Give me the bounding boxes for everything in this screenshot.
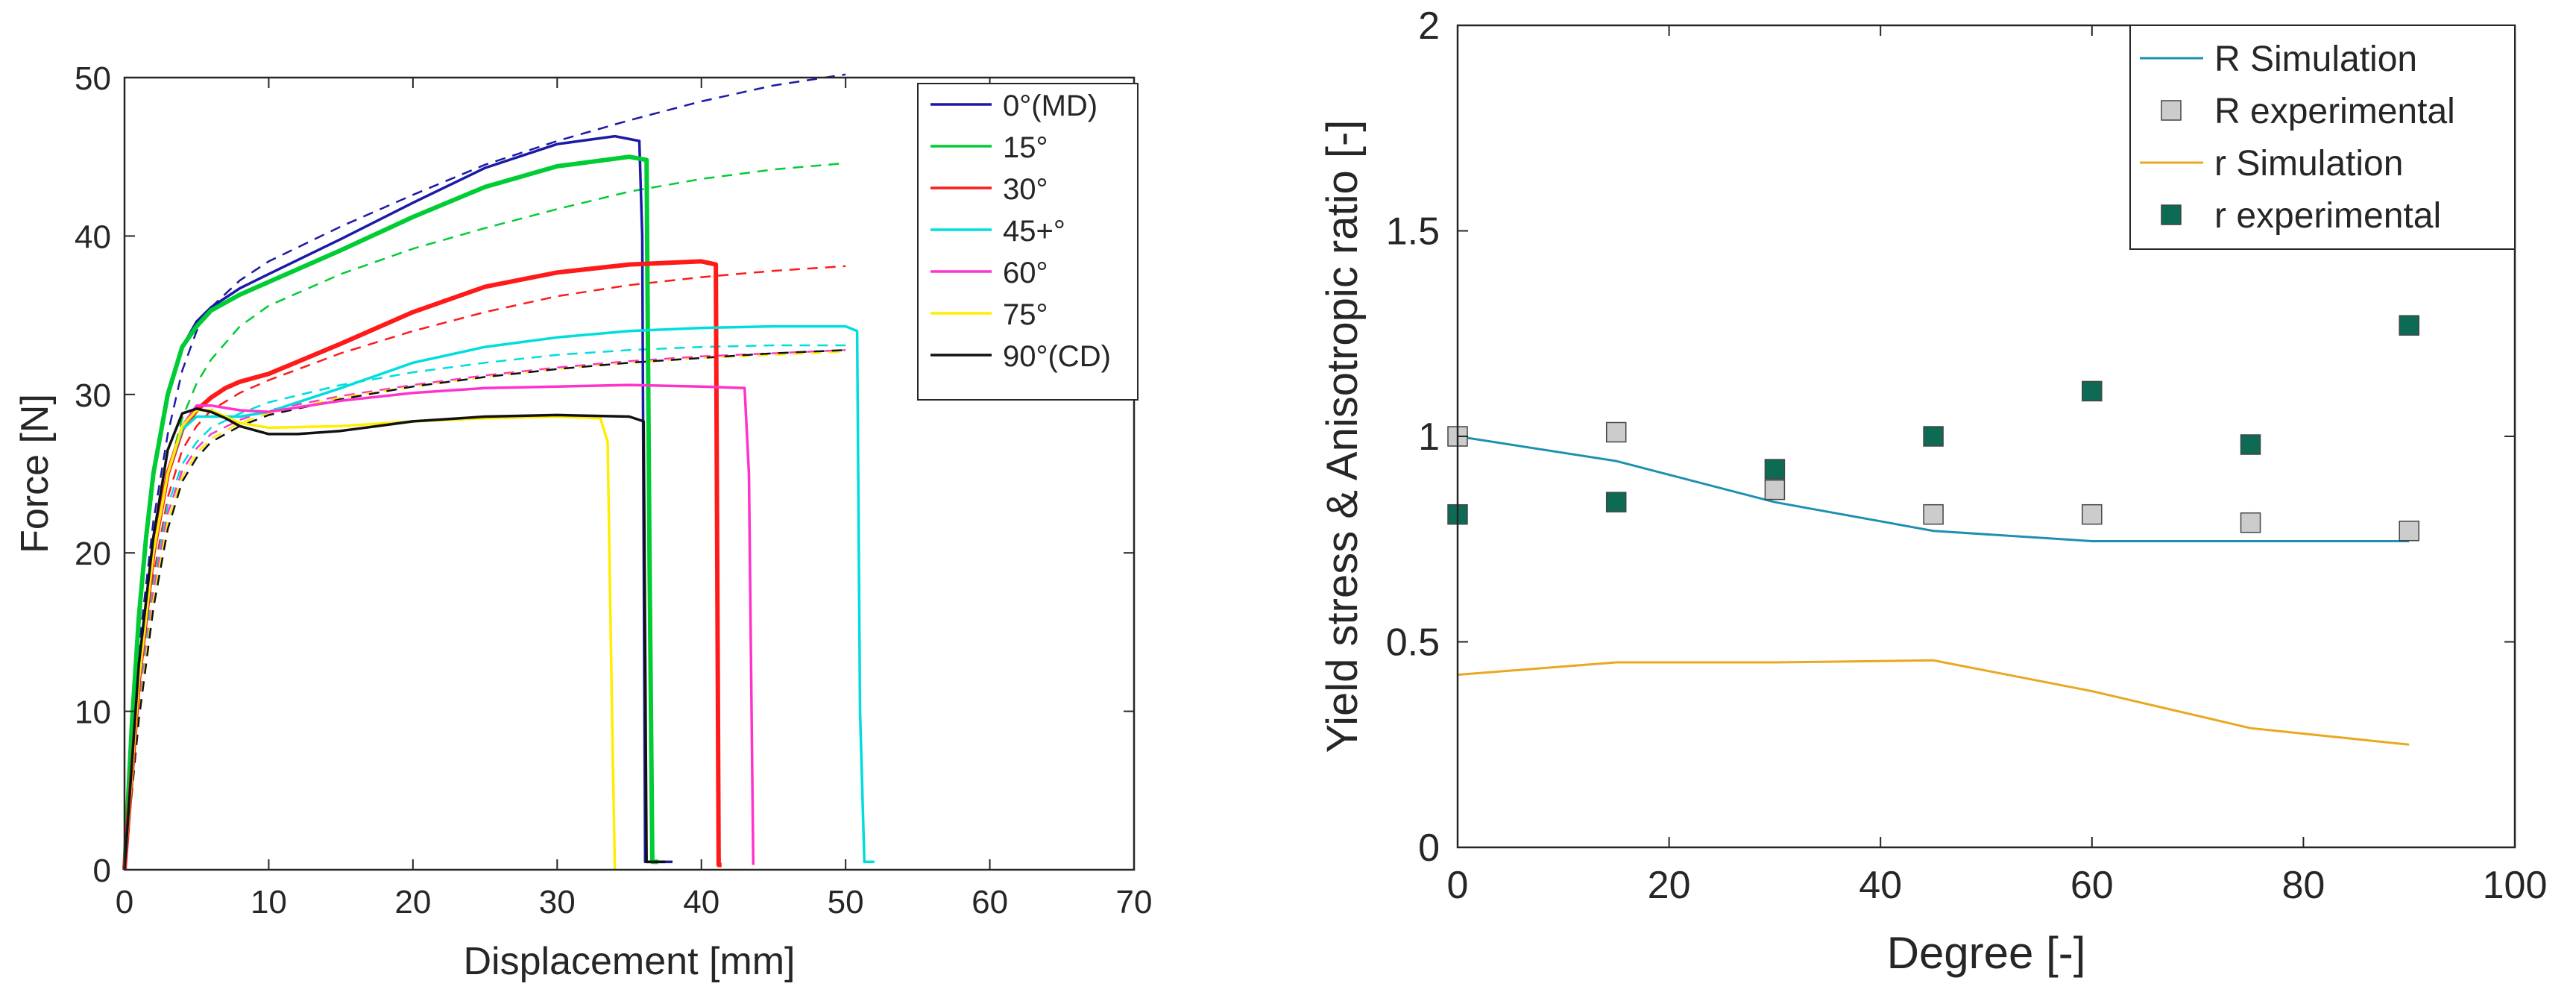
right-y-tick-label: 2: [1418, 4, 1440, 48]
right-marker-3: [2082, 380, 2103, 402]
right-y-axis-label: Yield stress & Anisotropic ratio [-]: [1318, 120, 1367, 753]
right-y-tick-label: 1.5: [1386, 210, 1440, 254]
right-x-tick-label: 20: [1648, 864, 1691, 907]
left-series-1: [122, 154, 658, 870]
left-series-11: [123, 349, 846, 870]
left-legend-box: [917, 83, 1139, 401]
right-x-tick-label: 80: [2281, 864, 2325, 907]
left-series-group: [122, 73, 875, 870]
left-x-tick-label: 70: [1116, 884, 1153, 920]
left-legend: 0°(MD) 15° 30° 45+° 60° 75° 90°(CD): [917, 83, 1139, 401]
left-y-tick-label: 10: [75, 694, 111, 731]
right-ticks-group: 0 20 40 60 80 100 0 0.5 1 1.5 2: [1386, 4, 2548, 907]
left-axes-box: [123, 76, 1136, 871]
left-y-axis-label: Force [N]: [13, 394, 57, 553]
left-series-7: [123, 73, 846, 870]
left-legend-label: 45+°: [1003, 215, 1065, 248]
right-series-2: [1457, 659, 2410, 746]
right-legend-label: R experimental: [2214, 92, 2455, 131]
left-x-axis-label: Displacement [mm]: [464, 940, 796, 983]
right-marker-1: [1923, 503, 1944, 525]
left-series-9: [123, 265, 846, 870]
right-legend-label: r Simulation: [2214, 144, 2403, 183]
left-legend-label: 15°: [1003, 131, 1048, 164]
right-x-axis-label: Degree [-]: [1887, 928, 2086, 978]
left-y-tick-label: 0: [93, 853, 111, 889]
right-x-tick-label: 100: [2483, 864, 2548, 907]
right-legend-swatch: [2161, 100, 2182, 121]
right-legend-box: [2129, 25, 2516, 250]
right-legend: R Simulation R experimental r Simulation r …: [2129, 25, 2516, 250]
right-marker-3: [1764, 459, 1786, 480]
chart-force-displacement: 0 10 20 30 40 50 60 70 0 10 20 30 40 50 Displacement …: [13, 60, 1152, 983]
left-y-tick-label: 40: [75, 219, 111, 255]
left-ticks-group: 0 10 20 30 40 50 60 70 0 10 20 30 40 50: [75, 60, 1152, 920]
left-series-13: [123, 349, 846, 870]
left-x-tick-label: 50: [828, 884, 864, 920]
left-x-tick-label: 10: [251, 884, 287, 920]
right-marker-1: [1605, 421, 1627, 443]
left-legend-label: 30°: [1003, 173, 1048, 206]
right-legend-swatch: [2161, 204, 2182, 225]
left-legend-label: 0°(MD): [1003, 90, 1098, 122]
right-x-tick-label: 60: [2070, 864, 2114, 907]
right-y-tick-label: 1: [1418, 415, 1440, 459]
left-x-tick-label: 20: [394, 884, 431, 920]
left-x-tick-label: 0: [116, 884, 133, 920]
right-marker-1: [2082, 503, 2103, 525]
right-series-0: [1457, 435, 2410, 542]
right-legend-label: r experimental: [2214, 196, 2441, 236]
right-y-tick-label: 0: [1418, 826, 1440, 870]
right-legend-label: R Simulation: [2214, 40, 2417, 79]
right-y-tick-label: 0.5: [1386, 621, 1440, 665]
left-series-8: [123, 162, 846, 870]
right-x-tick-label: 40: [1859, 864, 1902, 907]
right-marker-3: [2240, 434, 2261, 455]
right-marker-1: [2399, 520, 2419, 542]
right-marker-3: [1605, 492, 1627, 512]
right-marker-1: [2240, 512, 2261, 533]
left-x-tick-label: 40: [683, 884, 719, 920]
left-legend-label: 60°: [1003, 257, 1048, 289]
left-series-10: [123, 344, 846, 870]
left-legend-label: 75°: [1003, 298, 1048, 331]
right-marker-3: [2399, 315, 2419, 336]
left-legend-label: 90°(CD): [1003, 340, 1111, 373]
left-y-tick-label: 30: [75, 377, 111, 414]
left-y-tick-label: 20: [75, 536, 111, 572]
chart-anisotropy: 0 20 40 60 80 100 0 0.5 1 1.5 2 Degree [-] Yield s…: [1318, 4, 2547, 978]
right-marker-1: [1764, 479, 1786, 501]
left-y-tick-label: 50: [75, 60, 111, 97]
left-series-5: [123, 409, 617, 870]
right-x-tick-label: 0: [1447, 864, 1469, 907]
left-x-tick-label: 60: [971, 884, 1008, 920]
right-marker-3: [1923, 426, 1944, 447]
left-x-tick-label: 30: [539, 884, 576, 920]
left-series-6: [123, 407, 666, 870]
